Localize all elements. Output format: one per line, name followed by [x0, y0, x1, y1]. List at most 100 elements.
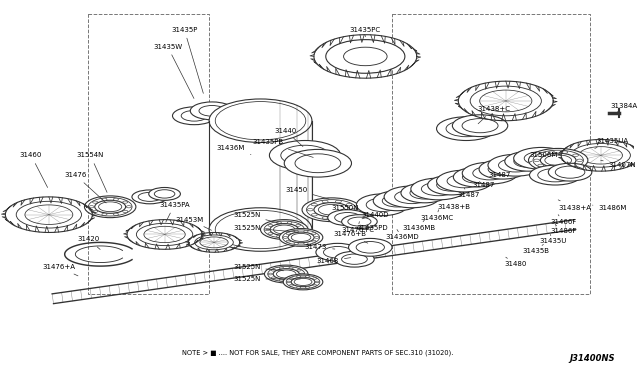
Ellipse shape [286, 240, 291, 242]
Ellipse shape [294, 278, 312, 285]
Ellipse shape [342, 215, 377, 228]
Ellipse shape [436, 170, 492, 192]
Ellipse shape [524, 151, 559, 165]
Ellipse shape [297, 277, 301, 279]
Ellipse shape [173, 107, 216, 125]
Text: 31438+C: 31438+C [477, 106, 511, 124]
Ellipse shape [401, 183, 449, 203]
Ellipse shape [215, 211, 306, 248]
Text: 31554N: 31554N [77, 153, 107, 192]
Ellipse shape [268, 233, 273, 235]
Ellipse shape [479, 90, 532, 112]
Ellipse shape [312, 240, 316, 242]
Ellipse shape [288, 232, 314, 243]
Ellipse shape [573, 154, 579, 156]
Ellipse shape [209, 208, 312, 251]
Ellipse shape [335, 201, 341, 203]
Ellipse shape [289, 285, 293, 286]
Text: 31436MC: 31436MC [420, 210, 453, 221]
Ellipse shape [384, 186, 440, 208]
Text: 31436MB: 31436MB [402, 219, 435, 231]
Ellipse shape [102, 213, 107, 215]
Ellipse shape [291, 277, 315, 287]
Ellipse shape [307, 200, 357, 220]
Ellipse shape [260, 219, 308, 240]
Ellipse shape [538, 154, 544, 156]
Ellipse shape [136, 223, 193, 246]
Ellipse shape [327, 40, 404, 73]
Ellipse shape [505, 151, 552, 171]
Ellipse shape [300, 273, 304, 275]
Ellipse shape [289, 278, 293, 279]
Ellipse shape [268, 224, 273, 226]
Ellipse shape [264, 221, 305, 238]
Ellipse shape [514, 155, 543, 167]
Ellipse shape [373, 191, 420, 211]
Ellipse shape [215, 102, 306, 140]
Ellipse shape [279, 228, 323, 246]
Ellipse shape [579, 147, 623, 164]
Ellipse shape [529, 148, 588, 172]
Ellipse shape [533, 150, 584, 170]
Text: 31486F: 31486F [550, 225, 577, 234]
Ellipse shape [268, 273, 273, 275]
Ellipse shape [316, 243, 360, 261]
Ellipse shape [344, 47, 387, 66]
Ellipse shape [209, 99, 312, 142]
Text: 31525N: 31525N [233, 212, 282, 224]
Text: 31525N: 31525N [233, 225, 298, 232]
Ellipse shape [323, 247, 352, 258]
Ellipse shape [346, 203, 352, 206]
Ellipse shape [273, 225, 295, 234]
Ellipse shape [395, 190, 429, 203]
Ellipse shape [276, 235, 282, 237]
Ellipse shape [453, 167, 501, 187]
Text: 31435W: 31435W [153, 44, 194, 99]
Text: 31436M: 31436M [217, 145, 251, 154]
Ellipse shape [199, 106, 225, 116]
Ellipse shape [297, 269, 301, 271]
Ellipse shape [25, 205, 73, 224]
Ellipse shape [462, 119, 498, 133]
Ellipse shape [548, 163, 592, 181]
Ellipse shape [436, 179, 466, 191]
Ellipse shape [366, 198, 398, 212]
Ellipse shape [265, 228, 269, 231]
Ellipse shape [304, 230, 308, 232]
Text: 31420: 31420 [77, 236, 100, 250]
Ellipse shape [16, 201, 81, 228]
Ellipse shape [296, 224, 301, 226]
Ellipse shape [279, 279, 284, 281]
Ellipse shape [514, 147, 569, 169]
Ellipse shape [349, 238, 392, 256]
Ellipse shape [270, 224, 298, 235]
Ellipse shape [148, 187, 180, 201]
Ellipse shape [473, 166, 507, 180]
Ellipse shape [190, 102, 234, 120]
Ellipse shape [296, 286, 301, 288]
Ellipse shape [304, 243, 308, 244]
Ellipse shape [181, 110, 207, 121]
Ellipse shape [428, 175, 475, 195]
Ellipse shape [499, 158, 533, 172]
Ellipse shape [382, 195, 412, 207]
Ellipse shape [322, 217, 328, 219]
Ellipse shape [295, 154, 340, 173]
Ellipse shape [286, 233, 291, 234]
Text: 31436MD: 31436MD [385, 230, 419, 240]
Ellipse shape [279, 267, 284, 269]
Ellipse shape [294, 243, 298, 244]
Text: 31476: 31476 [65, 172, 106, 203]
Ellipse shape [123, 201, 128, 203]
Text: 31476+A: 31476+A [42, 264, 78, 276]
Ellipse shape [271, 277, 276, 279]
Ellipse shape [577, 159, 582, 161]
Ellipse shape [447, 174, 481, 188]
Text: 31525N: 31525N [233, 264, 284, 271]
Text: J31400NS: J31400NS [569, 353, 614, 363]
Text: 31435PC: 31435PC [350, 27, 381, 37]
Text: 31453M: 31453M [175, 217, 212, 230]
Ellipse shape [462, 171, 492, 183]
Text: 31487: 31487 [489, 172, 511, 178]
Ellipse shape [314, 203, 349, 217]
